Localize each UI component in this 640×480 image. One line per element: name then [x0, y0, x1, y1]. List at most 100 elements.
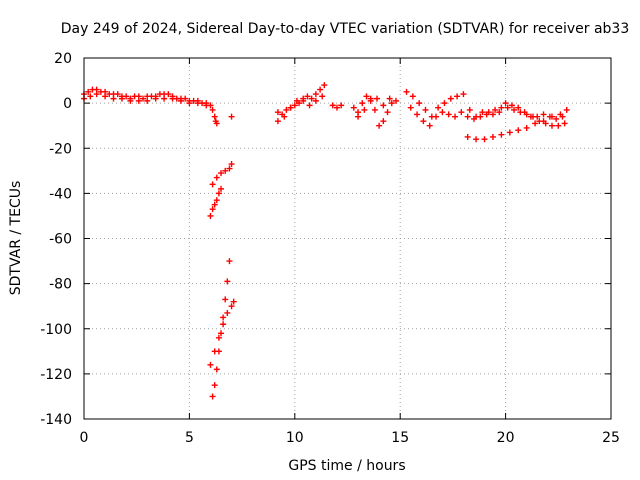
data-point [470, 115, 477, 122]
series-evening-b [407, 100, 566, 129]
data-point [540, 118, 547, 125]
data-point [226, 165, 233, 172]
data-point [274, 109, 281, 116]
data-point [502, 100, 509, 107]
data-point [506, 129, 513, 136]
y-tick-label: -120 [40, 367, 72, 383]
data-point [211, 201, 218, 208]
data-point [498, 104, 505, 111]
data-point [367, 97, 374, 104]
y-axis-label: SDTVAR / TECUs [8, 181, 24, 296]
data-point [548, 122, 555, 129]
data-point [230, 298, 237, 305]
data-point [207, 361, 214, 368]
data-point [312, 91, 319, 98]
data-point [473, 136, 480, 143]
data-point [496, 109, 503, 116]
data-point [454, 93, 461, 100]
x-tick-labels: 0 5 10 15 20 25 [80, 430, 620, 446]
data-point [110, 95, 117, 102]
data-point [416, 100, 423, 107]
data-point [213, 197, 220, 204]
data-point [207, 212, 214, 219]
data-points [81, 82, 570, 400]
data-point [114, 91, 121, 98]
data-point [304, 93, 311, 100]
data-point [492, 106, 499, 113]
data-point [93, 91, 100, 98]
data-point [540, 111, 547, 118]
data-point [464, 113, 471, 120]
data-point [213, 174, 220, 181]
data-point [361, 106, 368, 113]
data-point [338, 102, 345, 109]
data-point [118, 95, 125, 102]
data-point [203, 102, 210, 109]
grid-lines [84, 58, 611, 419]
data-point [306, 102, 313, 109]
data-point [220, 321, 227, 328]
data-point [460, 91, 467, 98]
data-point [464, 133, 471, 140]
data-point [489, 111, 496, 118]
data-point [218, 185, 225, 192]
y-tick-label: -100 [40, 322, 72, 338]
x-axis-label: GPS time / hours [288, 458, 405, 474]
data-point [407, 104, 414, 111]
x-tick-label: 20 [497, 430, 515, 446]
data-point [504, 104, 511, 111]
data-point [215, 334, 222, 341]
data-point [211, 348, 218, 355]
data-point [312, 97, 319, 104]
data-point [140, 95, 147, 102]
data-point [222, 167, 229, 174]
data-point [534, 113, 541, 120]
data-point [384, 109, 391, 116]
series-dip-long-a [209, 258, 233, 400]
data-point [321, 82, 328, 89]
data-point [135, 97, 142, 104]
data-point [426, 122, 433, 129]
data-point [300, 95, 307, 102]
data-point [498, 131, 505, 138]
data-point [226, 258, 233, 265]
x-tick-label: 15 [391, 430, 409, 446]
data-point [435, 104, 442, 111]
plot-frame [83, 57, 612, 420]
data-point [477, 113, 484, 120]
data-point [380, 102, 387, 109]
axis-ticks [83, 57, 612, 420]
series-evening-c [464, 106, 570, 143]
data-point [422, 106, 429, 113]
data-point [374, 95, 381, 102]
data-point [215, 190, 222, 197]
y-tick-label: -80 [49, 277, 72, 293]
data-point [213, 366, 220, 373]
series-midday-c [329, 102, 345, 111]
data-point [182, 95, 189, 102]
data-point [281, 113, 288, 120]
data-point [515, 127, 522, 134]
data-point [388, 100, 395, 107]
y-tick-label: -40 [49, 186, 72, 202]
data-point [211, 113, 218, 120]
data-point [511, 106, 518, 113]
y-tick-label: 20 [54, 51, 72, 67]
data-point [165, 91, 172, 98]
data-point [521, 109, 528, 116]
data-point [218, 170, 225, 177]
series-early-band-lower [81, 91, 210, 109]
data-point [409, 93, 416, 100]
data-point [102, 93, 109, 100]
data-point [414, 111, 421, 118]
x-tick-label: 10 [286, 430, 304, 446]
data-point [363, 93, 370, 100]
data-point [392, 97, 399, 104]
data-point [218, 330, 225, 337]
data-point [291, 102, 298, 109]
data-point [561, 120, 568, 127]
data-point [355, 113, 362, 120]
data-point [228, 303, 235, 310]
data-point [220, 314, 227, 321]
